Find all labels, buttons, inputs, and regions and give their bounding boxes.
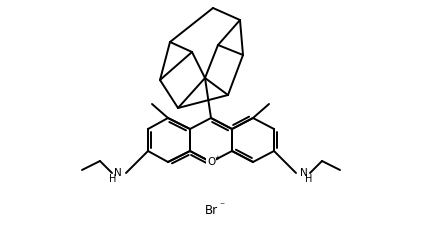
Text: H: H [109, 174, 117, 184]
Text: N: N [300, 168, 308, 178]
Text: O: O [207, 157, 215, 167]
Text: +: + [214, 155, 220, 161]
Text: ⁻: ⁻ [220, 201, 225, 211]
Text: Br: Br [204, 204, 217, 216]
Text: H: H [305, 174, 313, 184]
Text: N: N [114, 168, 122, 178]
